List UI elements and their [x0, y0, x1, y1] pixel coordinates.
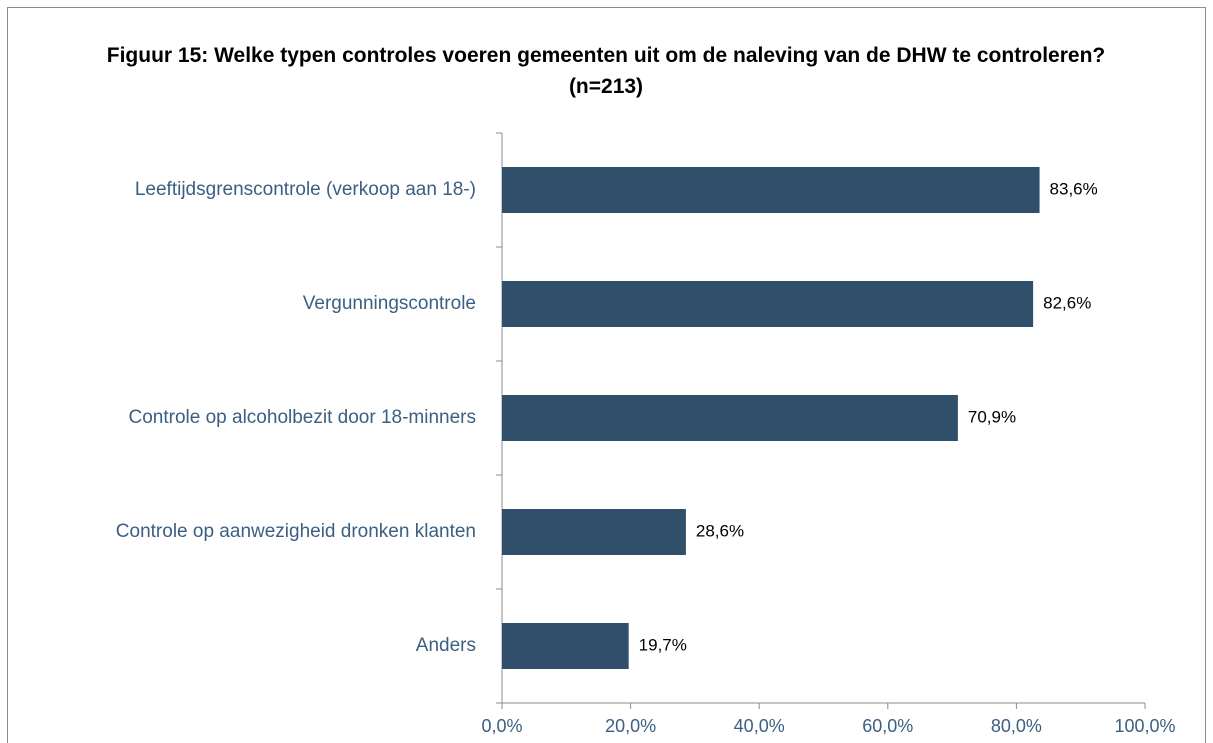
bar: [502, 623, 629, 669]
value-label: 82,6%: [1043, 293, 1091, 312]
x-tick-label: 100,0%: [1114, 716, 1175, 736]
value-label: 70,9%: [968, 407, 1016, 426]
chart-title: Figuur 15: Welke typen controles voeren …: [106, 44, 1106, 98]
category-label: Leeftijdsgrenscontrole (verkoop aan 18-): [134, 179, 476, 200]
category-label: Controle op alcoholbezit door 18-minners: [128, 407, 476, 428]
x-tick-label: 20,0%: [605, 716, 656, 736]
category-label: Anders: [415, 635, 476, 656]
value-label: 19,7%: [639, 635, 687, 654]
category-label: Vergunningscontrole: [302, 293, 476, 314]
bar: [502, 395, 958, 441]
value-label: 83,6%: [1050, 179, 1098, 198]
bar: [502, 167, 1040, 213]
bar: [502, 281, 1034, 327]
chart-frame: [7, 7, 1206, 743]
bar: [502, 509, 686, 555]
category-label: Controle op aanwezigheid dronken klanten: [115, 521, 476, 542]
value-label: 28,6%: [696, 521, 744, 540]
x-tick-label: 0,0%: [481, 716, 522, 736]
x-tick-label: 60,0%: [862, 716, 913, 736]
x-tick-label: 80,0%: [991, 716, 1042, 736]
x-tick-label: 40,0%: [734, 716, 785, 736]
